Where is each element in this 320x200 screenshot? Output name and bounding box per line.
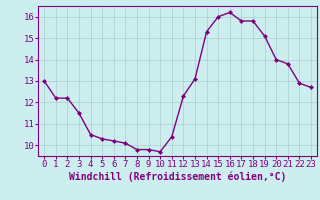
X-axis label: Windchill (Refroidissement éolien,°C): Windchill (Refroidissement éolien,°C) <box>69 172 286 182</box>
